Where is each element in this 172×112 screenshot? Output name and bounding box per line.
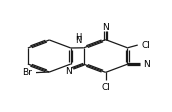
Text: Br: Br bbox=[22, 68, 32, 77]
Text: H: H bbox=[75, 33, 81, 42]
Text: N: N bbox=[102, 23, 109, 32]
Text: Cl: Cl bbox=[142, 41, 150, 50]
Text: Cl: Cl bbox=[101, 83, 110, 92]
Text: N: N bbox=[143, 60, 150, 69]
Text: N: N bbox=[66, 67, 72, 76]
Text: N: N bbox=[75, 36, 81, 45]
